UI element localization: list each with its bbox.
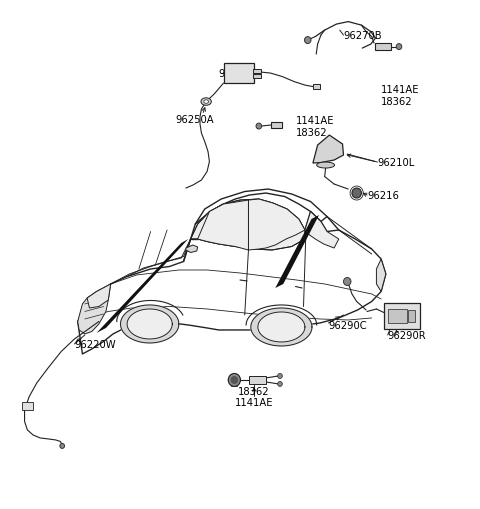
Circle shape bbox=[277, 374, 282, 379]
Polygon shape bbox=[127, 309, 172, 340]
Text: 1141AE
18362: 1141AE 18362 bbox=[296, 116, 334, 137]
Circle shape bbox=[352, 189, 361, 199]
Polygon shape bbox=[271, 123, 282, 129]
Ellipse shape bbox=[201, 99, 211, 106]
Ellipse shape bbox=[317, 163, 335, 168]
Polygon shape bbox=[224, 64, 254, 84]
Text: 96210L: 96210L bbox=[377, 158, 415, 167]
Circle shape bbox=[396, 44, 402, 50]
Polygon shape bbox=[198, 201, 249, 250]
Polygon shape bbox=[375, 44, 391, 51]
Polygon shape bbox=[313, 136, 344, 164]
Polygon shape bbox=[249, 200, 305, 250]
Polygon shape bbox=[250, 376, 266, 384]
Polygon shape bbox=[251, 308, 312, 346]
Polygon shape bbox=[120, 305, 179, 343]
Text: 1141AE
18362: 1141AE 18362 bbox=[381, 85, 420, 107]
Polygon shape bbox=[78, 285, 110, 334]
Polygon shape bbox=[258, 313, 305, 342]
Text: 96290R: 96290R bbox=[388, 330, 426, 341]
Polygon shape bbox=[253, 70, 261, 74]
Polygon shape bbox=[313, 85, 320, 90]
Bar bbox=[388, 309, 407, 323]
Polygon shape bbox=[376, 260, 386, 292]
Circle shape bbox=[344, 278, 351, 286]
Polygon shape bbox=[253, 75, 261, 79]
Text: 18362
1141AE: 18362 1141AE bbox=[235, 386, 274, 407]
Text: 96250A: 96250A bbox=[175, 115, 214, 125]
Polygon shape bbox=[96, 240, 188, 333]
FancyBboxPatch shape bbox=[384, 303, 420, 329]
Circle shape bbox=[304, 38, 311, 44]
Text: 96220W: 96220W bbox=[74, 340, 116, 349]
Circle shape bbox=[230, 376, 238, 384]
Circle shape bbox=[60, 443, 64, 448]
Text: 96270B: 96270B bbox=[344, 31, 382, 41]
Polygon shape bbox=[186, 245, 198, 253]
Bar bbox=[408, 310, 416, 322]
Polygon shape bbox=[305, 212, 339, 248]
Circle shape bbox=[277, 382, 282, 387]
Text: 96290C: 96290C bbox=[328, 320, 367, 330]
Polygon shape bbox=[22, 403, 33, 411]
Circle shape bbox=[228, 374, 240, 387]
Polygon shape bbox=[275, 216, 319, 289]
Circle shape bbox=[256, 124, 262, 130]
Text: 96270A: 96270A bbox=[219, 69, 257, 79]
Polygon shape bbox=[87, 285, 110, 308]
Polygon shape bbox=[191, 200, 305, 250]
Ellipse shape bbox=[204, 101, 208, 104]
Text: 96216: 96216 bbox=[367, 191, 399, 201]
